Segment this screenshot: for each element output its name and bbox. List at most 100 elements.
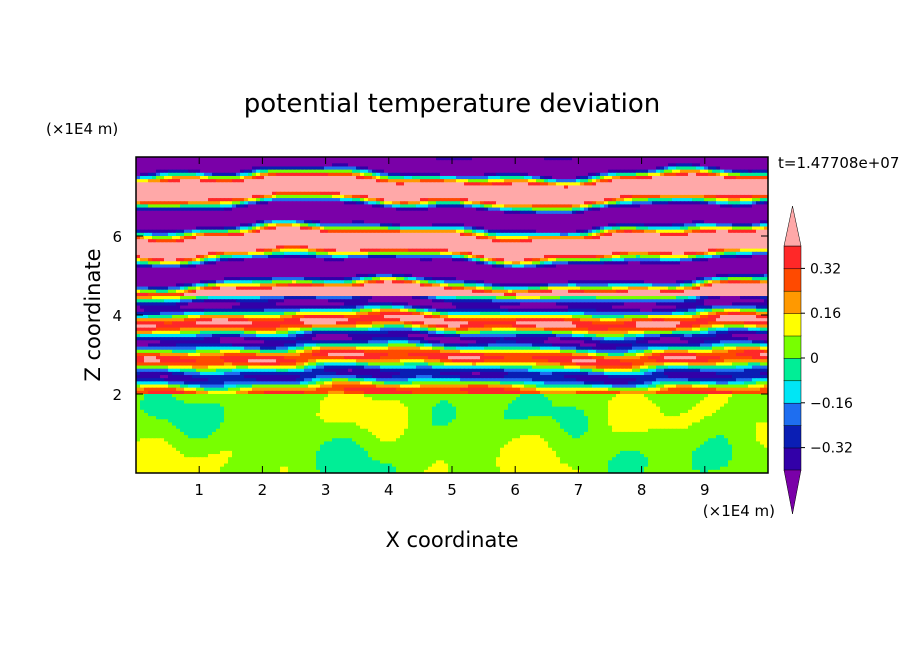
field-cell <box>224 201 229 205</box>
field-cell <box>180 160 185 164</box>
field-cell <box>488 213 493 218</box>
field-cell <box>276 236 281 240</box>
field-cell <box>196 217 201 221</box>
field-cell <box>168 223 173 228</box>
field-cell <box>568 172 573 177</box>
field-cell <box>456 163 461 168</box>
field-cell <box>648 185 653 190</box>
field-cell <box>484 198 489 202</box>
field-cell <box>396 204 401 209</box>
field-cell <box>716 172 721 177</box>
field-cell <box>404 239 409 243</box>
field-cell <box>492 248 497 253</box>
field-cell <box>528 198 533 202</box>
field-cell <box>404 201 409 205</box>
field-cell <box>388 236 393 240</box>
field-cell <box>136 245 141 250</box>
field-cell <box>436 179 441 183</box>
field-cell <box>468 166 473 171</box>
field-cell <box>496 163 501 168</box>
field-cell <box>420 226 425 231</box>
field-cell <box>344 242 349 247</box>
field-cell <box>588 251 593 256</box>
field-cell <box>288 217 293 221</box>
field-cell <box>176 198 181 202</box>
field-cell <box>340 198 345 202</box>
field-cell <box>408 175 413 180</box>
field-cell <box>156 204 161 209</box>
field-cell <box>232 248 237 253</box>
field-cell <box>252 191 257 196</box>
field-cell <box>140 236 145 240</box>
field-cell <box>464 239 469 243</box>
field-cell <box>136 198 141 202</box>
field-cell <box>488 217 493 221</box>
field-cell <box>508 236 513 240</box>
field-cell <box>372 217 377 221</box>
field-cell <box>156 226 161 231</box>
field-cell <box>140 194 145 199</box>
field-cell <box>428 191 433 196</box>
field-cell <box>300 172 305 177</box>
field-cell <box>624 226 629 231</box>
field-cell <box>616 179 621 183</box>
field-cell <box>644 160 649 164</box>
field-cell <box>468 179 473 183</box>
field-cell <box>360 172 365 177</box>
field-cell <box>280 254 285 259</box>
field-cell <box>176 163 181 168</box>
field-cell <box>352 213 357 218</box>
field-cell <box>240 223 245 228</box>
field-cell <box>224 207 229 212</box>
field-cell <box>168 188 173 193</box>
field-cell <box>244 179 249 183</box>
field-cell <box>156 236 161 240</box>
field-cell <box>744 223 749 228</box>
field-cell <box>748 223 753 228</box>
field-cell <box>752 204 757 209</box>
field-cell <box>764 226 768 231</box>
field-cell <box>440 254 445 259</box>
field-cell <box>632 220 637 224</box>
field-cell <box>428 207 433 212</box>
field-cell <box>220 163 225 168</box>
field-cell <box>364 245 369 250</box>
field-cell <box>448 223 453 228</box>
field-cell <box>620 201 625 205</box>
field-cell <box>260 204 265 209</box>
field-cell <box>660 245 665 250</box>
field-cell <box>384 204 389 209</box>
field-cell <box>336 236 341 240</box>
field-cell <box>184 213 189 218</box>
field-cell <box>504 239 509 243</box>
field-cell <box>760 236 765 240</box>
field-cell <box>752 191 757 196</box>
field-cell <box>188 204 193 209</box>
field-cell <box>724 204 729 209</box>
field-cell <box>740 198 745 202</box>
field-cell <box>552 166 557 171</box>
field-cell <box>160 185 165 190</box>
field-cell <box>760 251 765 256</box>
field-cell <box>164 239 169 243</box>
field-cell <box>684 217 689 221</box>
field-cell <box>400 175 405 180</box>
field-cell <box>292 207 297 212</box>
field-cell <box>136 242 141 247</box>
field-cell <box>572 236 577 240</box>
field-cell <box>280 201 285 205</box>
field-cell <box>576 166 581 171</box>
field-cell <box>160 254 165 259</box>
field-cell <box>352 245 357 250</box>
field-cell <box>336 239 341 243</box>
field-cell <box>292 245 297 250</box>
field-cell <box>320 160 325 164</box>
field-cell <box>520 232 525 237</box>
field-cell <box>432 226 437 231</box>
chart-title: potential temperature deviation <box>244 89 660 119</box>
field-cell <box>308 172 313 177</box>
field-cell <box>748 242 753 247</box>
field-cell <box>616 229 621 234</box>
field-cell <box>136 226 141 231</box>
field-cell <box>620 175 625 180</box>
